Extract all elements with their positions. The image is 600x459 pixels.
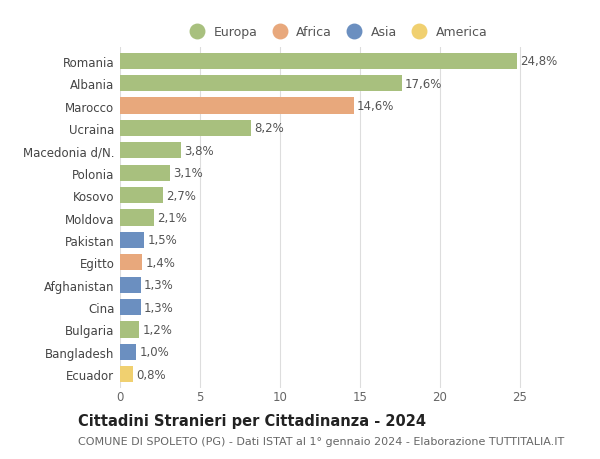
Bar xyxy=(120,277,141,293)
Legend: Europa, Africa, Asia, America: Europa, Africa, Asia, America xyxy=(185,26,487,39)
Bar xyxy=(120,143,181,159)
Bar xyxy=(120,299,141,315)
Bar xyxy=(120,210,154,226)
Bar xyxy=(120,76,401,92)
Bar xyxy=(120,344,136,360)
Text: 3,1%: 3,1% xyxy=(173,167,203,180)
Text: 1,3%: 1,3% xyxy=(144,301,174,314)
Text: 2,1%: 2,1% xyxy=(157,212,187,224)
Bar xyxy=(120,366,133,382)
Bar xyxy=(120,232,144,248)
Bar xyxy=(120,121,251,137)
Text: 1,2%: 1,2% xyxy=(142,323,172,336)
Bar xyxy=(120,54,517,70)
Text: 3,8%: 3,8% xyxy=(184,145,214,157)
Bar xyxy=(120,188,163,204)
Text: 8,2%: 8,2% xyxy=(254,122,284,135)
Text: 2,7%: 2,7% xyxy=(166,189,196,202)
Bar xyxy=(120,165,170,181)
Text: COMUNE DI SPOLETO (PG) - Dati ISTAT al 1° gennaio 2024 - Elaborazione TUTTITALIA: COMUNE DI SPOLETO (PG) - Dati ISTAT al 1… xyxy=(78,436,564,446)
Bar xyxy=(120,98,353,114)
Text: 14,6%: 14,6% xyxy=(357,100,394,113)
Bar xyxy=(120,255,142,271)
Text: 1,0%: 1,0% xyxy=(139,346,169,358)
Text: Cittadini Stranieri per Cittadinanza - 2024: Cittadini Stranieri per Cittadinanza - 2… xyxy=(78,413,426,428)
Bar xyxy=(120,322,139,338)
Text: 1,5%: 1,5% xyxy=(147,234,177,247)
Text: 24,8%: 24,8% xyxy=(520,55,557,68)
Text: 1,4%: 1,4% xyxy=(146,256,175,269)
Text: 17,6%: 17,6% xyxy=(405,78,442,90)
Text: 0,8%: 0,8% xyxy=(136,368,166,381)
Text: 1,3%: 1,3% xyxy=(144,279,174,291)
